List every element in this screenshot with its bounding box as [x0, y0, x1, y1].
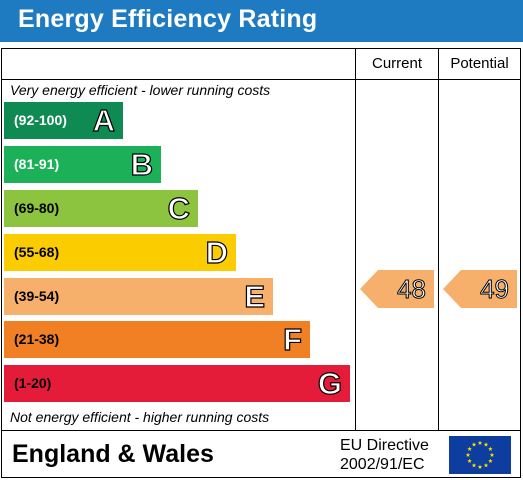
current-column-divider — [355, 49, 356, 430]
current-arrow-fill — [360, 270, 434, 308]
eu-stars — [465, 440, 495, 469]
eu-star — [488, 458, 493, 463]
arrow-shape — [443, 270, 517, 308]
eu-star — [471, 462, 477, 468]
eu-star — [483, 442, 489, 447]
eu-star — [465, 452, 471, 457]
band-a: (92-100) A — [4, 102, 123, 139]
eu-star — [477, 440, 483, 445]
band-range: (81-91) — [14, 156, 60, 172]
band-range: (92-100) — [14, 112, 67, 128]
header-divider — [2, 79, 520, 80]
arrow-shape — [360, 270, 434, 308]
title-bar: Energy Efficiency Rating — [0, 0, 523, 42]
eu-star — [488, 446, 493, 451]
band-letter: A — [92, 102, 116, 138]
band-letter: C — [167, 190, 191, 226]
potential-rating-value: 49 — [480, 274, 510, 305]
band-letter: F — [282, 321, 302, 357]
band-range: (55-68) — [14, 244, 60, 260]
band-e: (39-54) E — [4, 278, 273, 315]
potential-rating-arrow: 49 — [443, 270, 517, 308]
band-b: (81-91) B — [4, 146, 161, 183]
eu-star — [467, 446, 472, 451]
eu-star — [467, 458, 472, 463]
band-range: (21-38) — [14, 331, 60, 347]
top-note: Very energy efficient - lower running co… — [10, 82, 271, 98]
rating-table — [1, 48, 521, 478]
directive-line-2: 2002/91/EC — [340, 456, 425, 473]
potential-arrow-fill — [443, 270, 517, 308]
band-d: (55-68) D — [4, 234, 236, 271]
potential-column-divider — [438, 49, 439, 430]
band-range: (1-20) — [14, 375, 52, 391]
bottom-note: Not energy efficient - higher running co… — [10, 409, 270, 425]
current-column-header: Current — [371, 55, 423, 72]
eu-flag-icon — [449, 436, 511, 474]
band-c: (69-80) C — [4, 190, 198, 227]
band-range: (39-54) — [14, 288, 60, 304]
eu-star — [471, 442, 477, 447]
band-letter: G — [317, 365, 342, 401]
footer-divider — [2, 430, 520, 431]
page-title: Energy Efficiency Rating — [18, 5, 318, 33]
eu-star — [483, 462, 489, 468]
current-rating-value: 48 — [397, 274, 427, 305]
potential-column-header: Potential — [450, 55, 509, 72]
band-letter: D — [205, 234, 229, 270]
eu-directive: EU Directive 2002/91/EC — [340, 436, 429, 474]
country-label: England & Wales — [12, 440, 214, 468]
band-letter: E — [244, 278, 266, 314]
directive-line-1: EU Directive — [340, 437, 429, 454]
eu-star — [489, 452, 495, 457]
eu-star — [477, 464, 483, 469]
band-range: (69-80) — [14, 200, 60, 216]
band-f: (21-38) F — [4, 321, 310, 358]
band-g: (1-20) G — [4, 365, 350, 402]
band-letter: B — [130, 146, 154, 182]
current-rating-arrow: 48 — [360, 270, 434, 308]
